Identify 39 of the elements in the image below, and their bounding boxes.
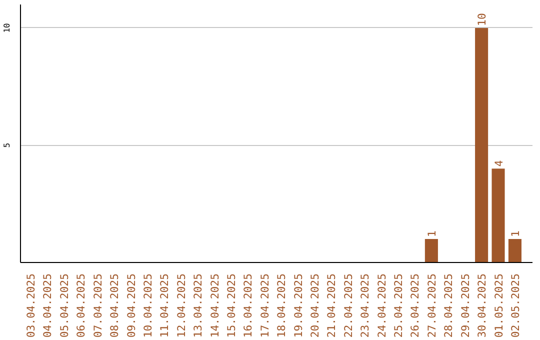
x-tick-label: 29.04.2025: [458, 274, 472, 338]
data-label: 10: [476, 13, 489, 26]
x-tick-label: 08.04.2025: [108, 274, 122, 338]
x-tick-label: 06.04.2025: [74, 274, 88, 338]
x-tick-label: 05.04.2025: [58, 274, 71, 338]
data-label: 1: [508, 230, 522, 238]
x-tick-label: 28.04.2025: [442, 274, 456, 338]
x-tick-label: 02.05.2025: [508, 274, 522, 338]
x-tick-label: 07.04.2025: [91, 274, 104, 338]
x-tick-label: 24.04.2025: [375, 274, 388, 338]
bar: [424, 239, 438, 262]
x-tick-label: 17.04.2025: [258, 274, 272, 338]
data-label: 1: [425, 230, 438, 238]
data-label: 4: [492, 160, 506, 167]
x-tick-label: 21.04.2025: [325, 274, 338, 338]
x-tick-label: 16.04.2025: [242, 274, 255, 338]
x-tick-label: 25.04.2025: [392, 274, 406, 338]
x-tick-label: 03.04.2025: [24, 274, 38, 338]
x-tick-label: 26.04.2025: [408, 274, 422, 338]
x-tick-label: 22.04.2025: [342, 274, 355, 338]
x-tick-label: 13.04.2025: [192, 274, 205, 338]
bar: [492, 168, 505, 262]
x-tick-label: 27.04.2025: [425, 274, 438, 338]
x-tick-label: 23.04.2025: [358, 274, 372, 338]
x-tick-label: 11.04.2025: [158, 274, 172, 338]
x-tick-label: 20.04.2025: [308, 274, 322, 338]
x-tick-label: 04.04.2025: [41, 274, 54, 338]
x-tick-label: 12.04.2025: [174, 274, 188, 338]
x-tick-label: 14.04.2025: [208, 274, 222, 338]
x-tick-label: 10.04.2025: [141, 274, 154, 338]
x-tick-label: 30.04.2025: [476, 274, 489, 338]
x-tick-label: 09.04.2025: [124, 274, 138, 338]
y-tick-label: 5: [2, 142, 12, 148]
x-tick-label: 15.04.2025: [224, 274, 238, 338]
bar: [475, 28, 488, 262]
x-tick-label: 18.04.2025: [275, 274, 288, 338]
x-tick-label: 19.04.2025: [292, 274, 305, 338]
x-tick-label: 01.05.2025: [492, 274, 506, 338]
bar: [508, 239, 522, 262]
